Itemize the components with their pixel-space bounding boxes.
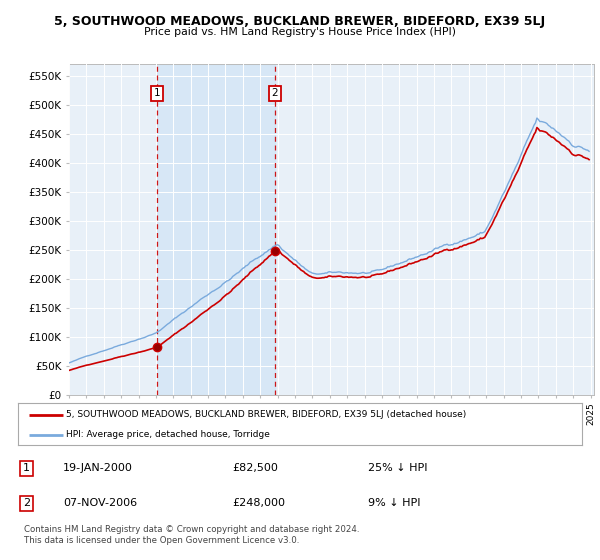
Text: £82,500: £82,500 xyxy=(232,463,278,473)
Text: 19-JAN-2000: 19-JAN-2000 xyxy=(63,463,133,473)
Text: 1: 1 xyxy=(23,463,30,473)
Text: 25% ↓ HPI: 25% ↓ HPI xyxy=(368,463,427,473)
Text: 9% ↓ HPI: 9% ↓ HPI xyxy=(368,498,420,508)
Text: 1: 1 xyxy=(154,88,160,99)
Text: 2: 2 xyxy=(272,88,278,99)
Text: Contains HM Land Registry data © Crown copyright and database right 2024.
This d: Contains HM Land Registry data © Crown c… xyxy=(24,525,359,545)
Text: 07-NOV-2006: 07-NOV-2006 xyxy=(63,498,137,508)
Text: 2: 2 xyxy=(23,498,30,508)
Text: Price paid vs. HM Land Registry's House Price Index (HPI): Price paid vs. HM Land Registry's House … xyxy=(144,27,456,37)
Text: 5, SOUTHWOOD MEADOWS, BUCKLAND BREWER, BIDEFORD, EX39 5LJ: 5, SOUTHWOOD MEADOWS, BUCKLAND BREWER, B… xyxy=(55,15,545,28)
Text: 5, SOUTHWOOD MEADOWS, BUCKLAND BREWER, BIDEFORD, EX39 5LJ (detached house): 5, SOUTHWOOD MEADOWS, BUCKLAND BREWER, B… xyxy=(66,410,466,419)
Text: HPI: Average price, detached house, Torridge: HPI: Average price, detached house, Torr… xyxy=(66,430,270,439)
Text: £248,000: £248,000 xyxy=(232,498,286,508)
